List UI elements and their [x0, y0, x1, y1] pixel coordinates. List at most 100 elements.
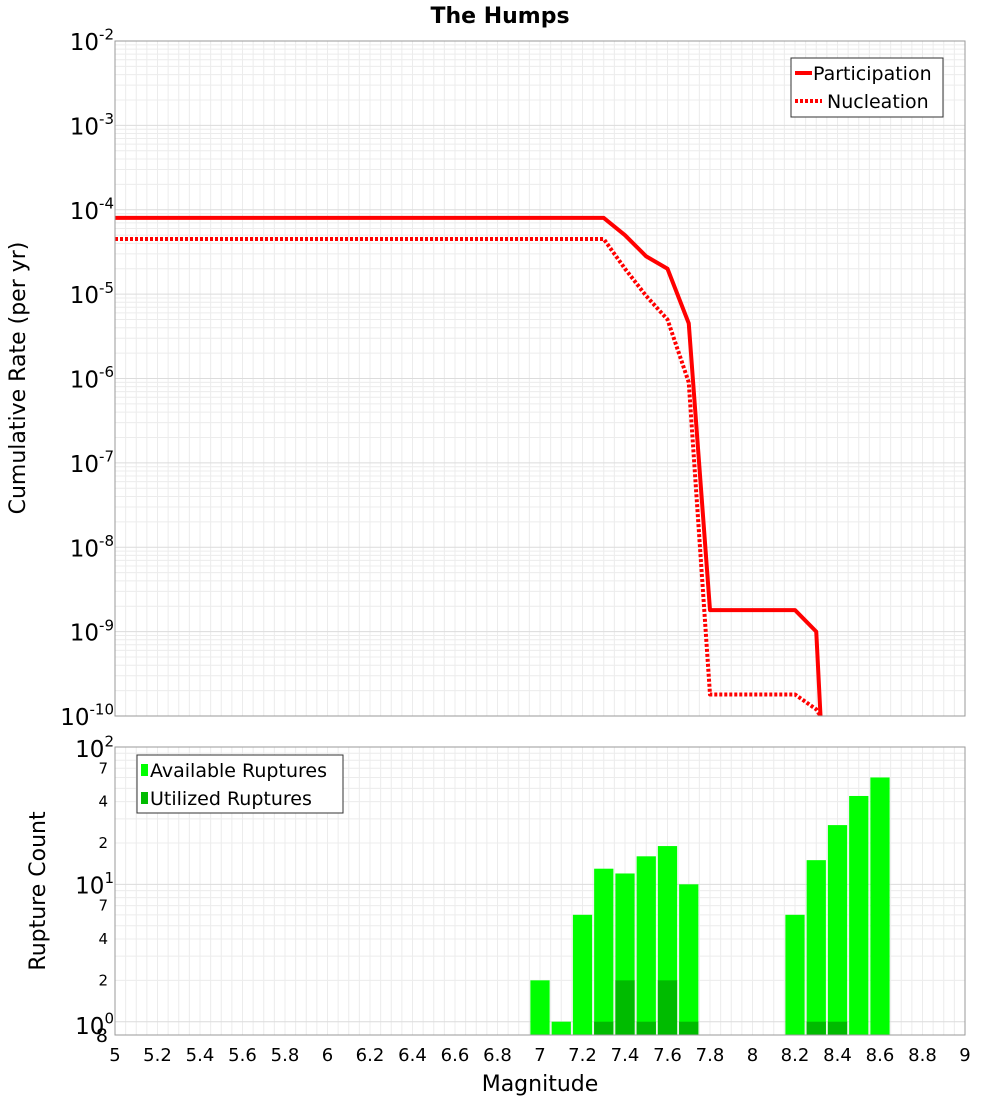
- legend-utilized-label: Utilized Ruptures: [150, 788, 312, 810]
- rate-legend: Participation Nucleation: [790, 57, 944, 118]
- x-tick-label: 8.2: [781, 1045, 810, 1066]
- rate-ytick-label: 10-9: [70, 616, 114, 646]
- available-ruptures-bar: [594, 868, 614, 1035]
- rate-ytick-label: 10-10: [60, 701, 114, 731]
- rupture-legend: Available Ruptures Utilized Ruptures: [136, 754, 344, 814]
- x-tick-label: 6.6: [441, 1045, 470, 1066]
- x-tick-label: 6.8: [483, 1045, 512, 1066]
- rupture-plot-frame: [114, 746, 966, 1036]
- rupture-ytick-minor-label: 2: [98, 971, 108, 989]
- utilized-ruptures-bar: [806, 1021, 826, 1035]
- rate-ytick-label: 10-5: [70, 279, 114, 309]
- x-tick-label: 5: [109, 1045, 120, 1066]
- rate-ytick-label: 10-6: [70, 363, 114, 393]
- x-tick-label: 6.4: [398, 1045, 427, 1066]
- x-tick-label: 8.6: [866, 1045, 895, 1066]
- rupture-ytick-minor-label: 2: [98, 834, 108, 852]
- utilized-ruptures-bar: [827, 1021, 848, 1035]
- rate-legend-box: [790, 57, 944, 118]
- x-tick-label: 5.8: [271, 1045, 300, 1066]
- x-tick-label: 5.4: [186, 1045, 215, 1066]
- available-ruptures-bar: [849, 795, 869, 1035]
- utilized-ruptures-bar: [636, 1021, 656, 1035]
- rupture-ytick-major-label-base: 10: [75, 1014, 104, 1040]
- rate-ytick-label-exponent: -9: [99, 616, 114, 634]
- rate-ytick-label-base: 10: [70, 114, 99, 140]
- rate-ytick-label-exponent: -2: [99, 26, 114, 44]
- legend-utilized-swatch: [141, 792, 148, 804]
- series-nucleation-line: [115, 237, 823, 718]
- rate-ytick-label-base: 10: [70, 368, 99, 394]
- chart-title: The Humps: [430, 4, 569, 29]
- x-axis-label: Magnitude: [482, 1072, 599, 1097]
- rupture-ytick-minor-label: 4: [98, 793, 108, 811]
- legend-nucleation-label: Nucleation: [827, 91, 929, 113]
- rupture-ytick-major-label-exponent: 0: [104, 1010, 114, 1028]
- available-ruptures-bar: [870, 777, 890, 1035]
- rate-ytick-label-base: 10: [70, 283, 99, 309]
- available-ruptures-bar: [679, 884, 699, 1035]
- rate-plot-panel: 10-210-310-410-510-610-710-810-910-10 Th…: [6, 4, 966, 731]
- x-tick-label: 9: [959, 1045, 970, 1066]
- x-tick-label: 7: [534, 1045, 545, 1066]
- x-tick-label: 5.2: [143, 1045, 172, 1066]
- rate-ytick-label-exponent: -4: [99, 194, 114, 212]
- rate-ytick-label: 10-4: [70, 194, 114, 224]
- rate-ytick-label-base: 10: [70, 199, 99, 225]
- x-tick-label: 7.2: [568, 1045, 597, 1066]
- rupture-ytick-major-label-base: 10: [75, 873, 104, 899]
- rate-y-axis-label: Cumulative Rate (per yr): [6, 242, 31, 515]
- available-ruptures-bar: [806, 860, 826, 1035]
- rate-ytick-label: 10-2: [70, 26, 114, 56]
- available-ruptures-bar: [827, 825, 848, 1035]
- rate-ytick-label-exponent: -10: [90, 701, 115, 719]
- rate-ytick-label-exponent: -3: [99, 110, 114, 128]
- x-tick-label: 5.6: [228, 1045, 257, 1066]
- rate-ytick-label-exponent: -5: [99, 279, 114, 297]
- rate-ytick-label-base: 10: [70, 452, 99, 478]
- utilized-ruptures-bar: [594, 1021, 614, 1035]
- x-tick-label: 8: [747, 1045, 758, 1066]
- available-ruptures-bar: [530, 980, 550, 1035]
- rupture-ytick-minor-label: 7: [98, 897, 108, 915]
- available-ruptures-bar: [551, 1021, 571, 1035]
- rupture-legend-box: [136, 754, 344, 814]
- rate-ytick-label: 10-7: [70, 448, 114, 478]
- rate-ytick-label-base: 10: [70, 30, 99, 56]
- utilized-ruptures-bar: [657, 980, 678, 1035]
- x-tick-label: 8.4: [823, 1045, 852, 1066]
- x-tick-label: 6: [322, 1045, 333, 1066]
- rate-ytick-label-exponent: -7: [99, 448, 114, 466]
- utilized-ruptures-bar: [679, 1021, 699, 1035]
- rupture-ytick-minor-label: 8: [96, 1025, 108, 1047]
- legend-available-label: Available Ruptures: [150, 760, 327, 782]
- legend-participation-label: Participation: [813, 63, 932, 85]
- rate-ytick-label-base: 10: [70, 536, 99, 562]
- rate-plot-frame: [114, 40, 966, 717]
- available-ruptures-bar: [636, 856, 656, 1035]
- rupture-ytick-major-label: 100: [75, 1010, 114, 1040]
- rupture-ytick-minor-label: 4: [98, 930, 108, 948]
- x-tick-label: 6.2: [356, 1045, 385, 1066]
- rupture-y-axis-label: Rupture Count: [26, 811, 51, 971]
- rupture-ytick-major-label-exponent: 2: [104, 733, 114, 751]
- available-ruptures-bar: [785, 914, 805, 1035]
- utilized-ruptures-bar: [615, 980, 635, 1035]
- rupture-ytick-major-label-base: 10: [75, 737, 104, 763]
- series-participation-line: [115, 215, 823, 717]
- legend-available-swatch: [141, 764, 148, 776]
- rate-ytick-label-base: 10: [70, 621, 99, 647]
- available-ruptures-bar: [572, 914, 593, 1035]
- rupture-ytick-major-label: 101: [75, 869, 114, 899]
- x-tick-label: 7.6: [653, 1045, 682, 1066]
- rate-ytick-label-exponent: -6: [99, 363, 114, 381]
- x-tick-label: 8.8: [908, 1045, 937, 1066]
- x-tick-label: 7.4: [611, 1045, 640, 1066]
- rate-ytick-label: 10-3: [70, 110, 114, 140]
- x-tick-label: 7.8: [696, 1045, 725, 1066]
- rate-ytick-label-base: 10: [60, 705, 89, 731]
- rate-ytick-label-exponent: -8: [99, 532, 114, 550]
- rate-ytick-label: 10-8: [70, 532, 114, 562]
